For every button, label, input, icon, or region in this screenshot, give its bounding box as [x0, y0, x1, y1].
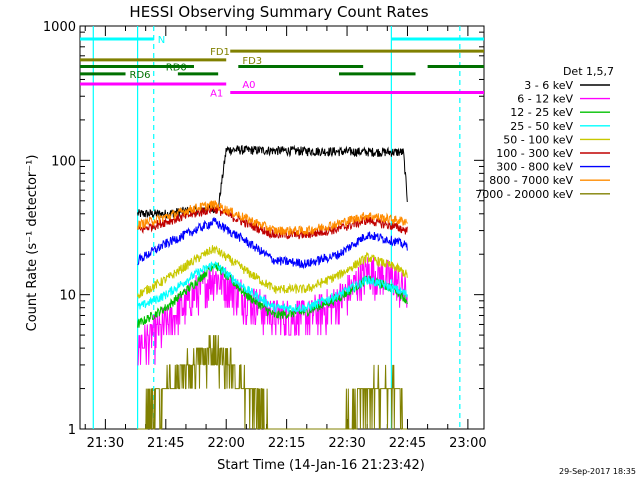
- x-tick-label: 21:30: [87, 436, 124, 451]
- flag-bar-label: N: [158, 35, 165, 46]
- x-tick-label: 22:15: [268, 436, 305, 451]
- x-tick-label: 22:45: [389, 436, 426, 451]
- plot-area: 1 10 100 1000 21:30 21:45 22:00 22:15 22:30 22:45…: [43, 20, 487, 451]
- series-line: [137, 257, 408, 366]
- legend-title: Det 1,5,7: [563, 65, 614, 78]
- series-line: [137, 335, 408, 430]
- legend-entry-label: 3 - 6 keV: [524, 79, 573, 92]
- legend-entry-label: 25 - 50 keV: [510, 120, 573, 133]
- legend-entry-label: 100 - 300 keV: [496, 147, 573, 160]
- legend-entry-label: 6 - 12 keV: [517, 93, 573, 106]
- legend-entry-label: 300 - 800 keV: [496, 161, 573, 174]
- legend-entry-label: 12 - 25 keV: [510, 106, 573, 119]
- y-tick-label: 1: [68, 423, 76, 438]
- series-line: [137, 217, 408, 270]
- timestamp: 29-Sep-2017 18:35: [559, 467, 636, 476]
- x-tick-label: 23:00: [449, 436, 486, 451]
- flag-bar-label: RD0: [166, 62, 187, 73]
- series-line: [137, 205, 408, 240]
- series-line: [137, 245, 408, 299]
- flag-bar-label: A1: [210, 88, 223, 99]
- series-line: [137, 261, 408, 313]
- legend-entry-label: 50 - 100 keV: [503, 133, 573, 146]
- flag-bar-label: FD1: [210, 47, 230, 58]
- x-tick-label: 22:00: [207, 436, 244, 451]
- x-axis-label: Start Time (14-Jan-16 21:23:42): [217, 458, 425, 473]
- y-tick-label: 100: [51, 154, 76, 169]
- y-tick-label: 10: [59, 289, 76, 304]
- legend-entry-label: 7000 - 20000 keV: [475, 188, 573, 201]
- chart-title: HESSI Observing Summary Count Rates: [129, 3, 428, 21]
- flag-bar-label: FD3: [242, 56, 262, 67]
- legend-entry-label: 800 - 7000 keV: [489, 174, 573, 187]
- x-tick-label: 22:30: [328, 436, 365, 451]
- series-line: [137, 200, 408, 237]
- series-line: [137, 144, 408, 220]
- flag-bar-label: A0: [242, 80, 255, 91]
- flag-bar-label: RD6: [130, 70, 151, 81]
- x-tick-label: 21:45: [147, 436, 184, 451]
- y-axis-label: Count Rate (s⁻¹ detector⁻¹): [25, 155, 40, 332]
- y-tick-label: 1000: [43, 20, 76, 35]
